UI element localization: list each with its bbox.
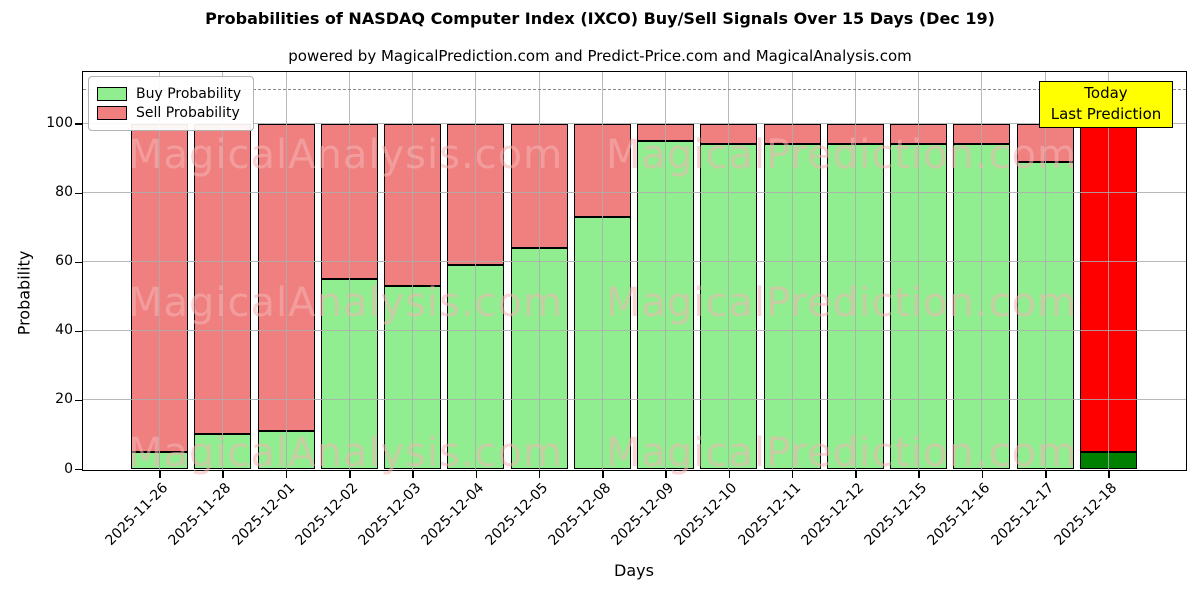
- gridline-horizontal: [83, 123, 1186, 125]
- y-tick-mark: [75, 399, 82, 402]
- gridline-vertical: [854, 72, 856, 470]
- chart-title: Probabilities of NASDAQ Computer Index (…: [205, 9, 995, 28]
- x-tick-mark: [1044, 471, 1047, 478]
- watermark-text: MagicalAnalysis.com: [128, 430, 564, 476]
- y-tick-label: 0: [64, 460, 73, 477]
- y-tick-mark: [75, 330, 82, 333]
- gridline-vertical: [285, 72, 287, 470]
- y-tick-mark: [75, 192, 82, 195]
- gridline-vertical: [981, 72, 983, 470]
- x-tick-mark: [728, 471, 731, 478]
- x-tick-mark: [1108, 471, 1110, 478]
- x-tick-mark: [159, 471, 161, 478]
- gridline-horizontal: [83, 261, 1186, 263]
- legend-label-buy: Buy Probability: [136, 86, 242, 102]
- gridline-horizontal: [83, 399, 1186, 401]
- y-tick-label: 20: [55, 391, 73, 408]
- y-tick-label: 100: [46, 115, 73, 132]
- y-tick-mark: [75, 468, 82, 471]
- y-axis-label: Probability: [14, 250, 34, 336]
- legend: Buy Probability Sell Probability: [88, 76, 255, 131]
- watermark-text: MagicalPrediction.com: [606, 280, 1077, 326]
- x-tick-mark: [538, 471, 541, 478]
- x-tick-mark: [665, 471, 667, 478]
- gridline-vertical: [475, 72, 477, 470]
- gridline-vertical: [665, 72, 667, 470]
- gridline-vertical: [159, 72, 160, 470]
- legend-label-sell: Sell Probability: [136, 105, 240, 121]
- sell-swatch-icon: [97, 106, 127, 120]
- y-tick-label: 60: [55, 253, 73, 270]
- watermark-text: MagicalAnalysis.com: [128, 280, 564, 326]
- gridline-vertical: [601, 72, 603, 470]
- gridline-vertical: [412, 72, 414, 470]
- x-tick-mark: [602, 471, 604, 478]
- x-tick-mark: [855, 471, 857, 478]
- plot-area: Buy Probability Sell Probability Today L…: [82, 71, 1187, 476]
- legend-row-buy: Buy Probability: [97, 86, 241, 102]
- y-tick-label: 40: [55, 322, 73, 339]
- watermark-text: MagicalAnalysis.com: [128, 132, 564, 178]
- threshold-dashed-line: [83, 89, 1186, 91]
- today-annotation: Today Last Prediction: [1039, 81, 1173, 128]
- buy-swatch-icon: [97, 87, 127, 101]
- x-tick-mark: [222, 471, 225, 478]
- gridline-vertical: [538, 72, 540, 470]
- legend-row-sell: Sell Probability: [97, 105, 241, 121]
- gridline-vertical: [728, 72, 730, 470]
- y-tick-mark: [75, 123, 82, 126]
- gridline-horizontal: [83, 330, 1186, 332]
- gridline-vertical: [1108, 72, 1109, 470]
- watermark-text: MagicalPrediction.com: [606, 430, 1077, 476]
- x-tick-mark: [285, 471, 288, 478]
- today-annotation-line1: Today: [1084, 84, 1128, 102]
- x-tick-mark: [475, 471, 478, 478]
- x-tick-mark: [918, 471, 920, 478]
- x-tick-mark: [791, 471, 794, 478]
- gridline-vertical: [1044, 72, 1046, 470]
- gridline-vertical: [791, 72, 793, 470]
- today-annotation-line2: Last Prediction: [1050, 105, 1162, 123]
- chart-subtitle: powered by MagicalPrediction.com and Pre…: [288, 47, 912, 65]
- gridline-vertical: [918, 72, 920, 470]
- y-tick-mark: [75, 261, 82, 264]
- gridline-horizontal: [83, 192, 1186, 194]
- gridline-vertical: [348, 72, 350, 470]
- gridline-vertical: [222, 72, 224, 470]
- x-tick-mark: [981, 471, 984, 478]
- watermark-text: MagicalPrediction.com: [606, 132, 1077, 178]
- x-axis-label: Days: [614, 561, 654, 580]
- y-tick-label: 80: [55, 184, 73, 201]
- x-tick-mark: [349, 471, 351, 478]
- x-tick-mark: [412, 471, 414, 478]
